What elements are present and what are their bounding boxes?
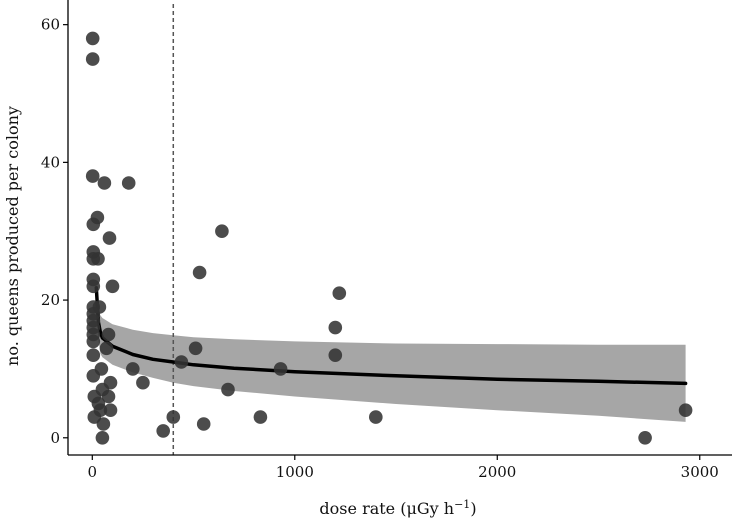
y-tick-label: 60 — [41, 16, 60, 34]
data-point — [332, 286, 347, 301]
fitted-curve — [94, 285, 688, 386]
data-point — [101, 327, 116, 342]
data-point — [156, 424, 170, 438]
data-point — [95, 431, 110, 445]
y-tick-label: 40 — [41, 153, 60, 171]
data-point — [94, 362, 109, 376]
data-point — [328, 348, 343, 363]
data-point — [96, 417, 111, 431]
data-point — [192, 265, 207, 280]
data-point — [102, 231, 117, 245]
data-point — [215, 224, 229, 238]
data-point — [678, 403, 693, 418]
data-point — [253, 410, 268, 424]
data-point — [85, 31, 100, 46]
data-point — [121, 176, 136, 190]
x-tick-label: 2000 — [478, 463, 516, 481]
data-point — [369, 410, 383, 424]
data-points-layer — [85, 31, 693, 445]
confidence-band — [96, 300, 686, 422]
data-point — [85, 169, 100, 183]
x-axis-title-superscript: −1 — [454, 498, 470, 511]
data-point — [86, 279, 101, 294]
data-point — [328, 320, 343, 335]
data-point — [188, 341, 203, 356]
tick-labels: 0 1000 2000 3000 0 20 40 60 — [41, 16, 719, 481]
data-point — [101, 389, 116, 404]
y-tick-label: 0 — [50, 429, 60, 447]
data-point — [196, 417, 211, 431]
x-tick-label: 1000 — [276, 463, 314, 481]
data-point — [136, 375, 150, 390]
x-axis-title-main: dose rate (μGy h — [319, 499, 454, 518]
x-axis-title-close: ) — [470, 499, 476, 518]
data-point — [86, 348, 101, 363]
data-point — [166, 410, 181, 424]
x-axis-title: dose rate (μGy h−1) — [319, 498, 476, 518]
data-point — [86, 217, 101, 232]
data-point — [174, 355, 189, 369]
data-point — [85, 52, 100, 66]
axes — [63, 0, 732, 460]
data-point — [97, 176, 112, 190]
x-tick-label: 3000 — [681, 463, 719, 481]
data-point — [126, 362, 140, 376]
data-point — [91, 251, 105, 266]
y-axis-title: no. queens produced per colony — [3, 106, 22, 366]
confidence-band-layer — [96, 300, 686, 422]
fit-line-layer — [94, 285, 688, 386]
data-point — [86, 334, 101, 349]
data-point — [99, 341, 114, 356]
x-tick-label: 0 — [88, 463, 98, 481]
data-point — [638, 431, 652, 445]
data-point — [103, 403, 118, 418]
y-tick-label: 20 — [41, 291, 60, 309]
data-point — [273, 362, 288, 376]
data-point — [105, 279, 120, 294]
data-point — [221, 382, 235, 397]
